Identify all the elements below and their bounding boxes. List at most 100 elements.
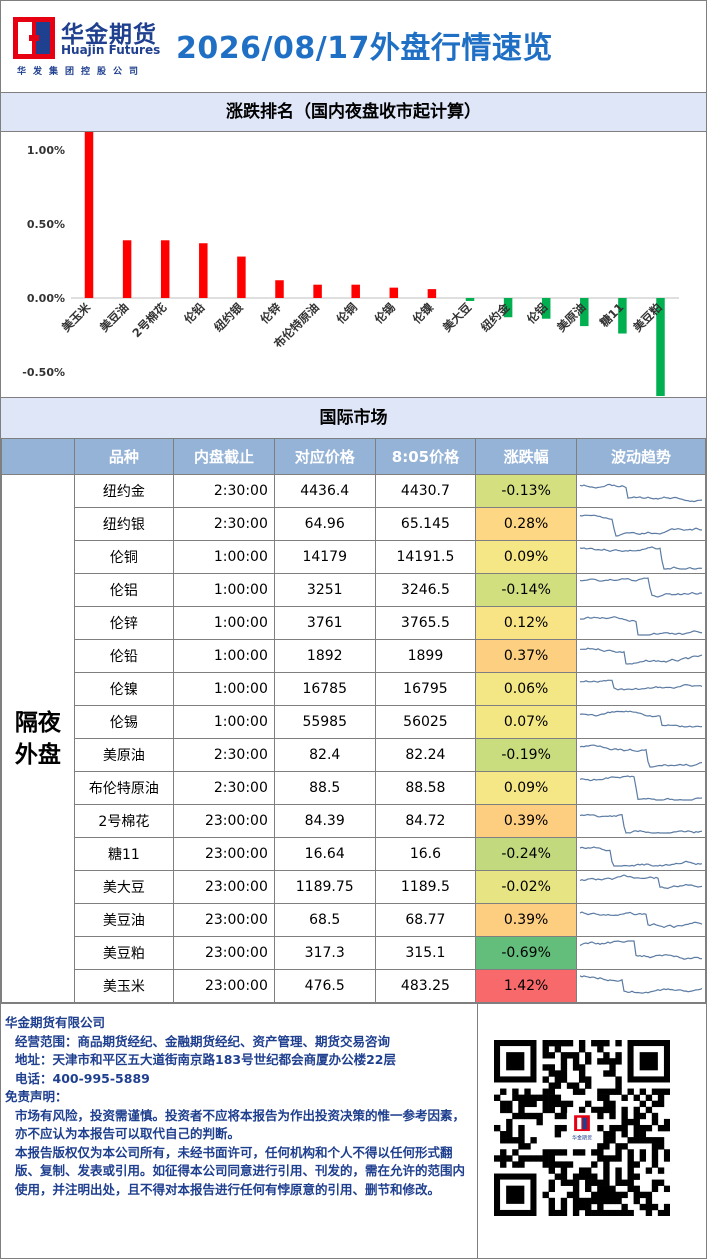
cell-ref-price: 476.5: [273, 969, 376, 1003]
cell-trend: [575, 870, 706, 904]
sparkline-path: [579, 483, 703, 503]
header-trend: 波动趋势: [575, 438, 706, 475]
bar: [351, 284, 360, 298]
cell-price: 315.1: [374, 936, 477, 970]
company-address: 地址：天津市和平区五大道街南京路183号世纪都会商厦办公楼22层: [15, 1052, 396, 1067]
sparkline-path: [579, 775, 702, 801]
header-blank: [1, 438, 75, 475]
sparkline: [579, 679, 703, 691]
sparkline: [579, 483, 703, 503]
cell-name: 伦铝: [73, 573, 175, 607]
sparkline: [579, 874, 703, 890]
cell-trend: [575, 903, 706, 937]
cell-change: -0.69%: [475, 936, 577, 970]
header-name: 品种: [73, 438, 175, 475]
cell-cutoff: 2:30:00: [173, 771, 275, 805]
bar: [541, 298, 551, 319]
cell-name: 纽约银: [73, 507, 175, 541]
sparkline: [579, 975, 703, 994]
table-row: 纽约银 2:30:00 64.96 65.145 0.28%: [2, 507, 706, 541]
cell-cutoff: 1:00:00: [173, 540, 275, 574]
huajin-logo-icon: [13, 17, 55, 59]
sparkline-path: [579, 975, 703, 994]
table-row: 美原油 2:30:00 82.4 82.24 -0.19%: [2, 738, 706, 772]
cell-name: 美原油: [73, 738, 175, 772]
cell-ref-price: 317.3: [273, 936, 376, 970]
cell-name: 美豆粕: [73, 936, 175, 970]
cell-ref-price: 1189.75: [273, 870, 376, 904]
header-change: 涨跌幅: [475, 438, 577, 475]
bar: [84, 87, 94, 298]
sparkline: [579, 616, 703, 636]
cell-cutoff: 23:00:00: [173, 804, 275, 838]
cell-price: 84.72: [374, 804, 477, 838]
table-row: 隔夜 外盘 纽约金 2:30:00 4436.4 4430.7 -0.13%: [1, 474, 706, 1003]
table-row: 伦铅 1:00:00 1892 1899 0.37%: [2, 639, 706, 673]
cell-price: 1189.5: [374, 870, 477, 904]
sparkline-path: [579, 577, 702, 598]
table-row: 美豆油 23:00:00 68.5 68.77 0.39%: [2, 903, 706, 937]
cell-name: 美豆油: [73, 903, 175, 937]
cell-price: 16795: [374, 672, 477, 706]
sparkline-path: [579, 616, 703, 636]
cell-price: 4430.7: [374, 474, 477, 508]
rank-bar-chart: 2.00%1.50%1.00%0.50%0.00%-0.50%-1.00%美玉米…: [22, 1, 679, 453]
category-label: 美豆油: [97, 300, 131, 334]
group-label-line2: 外盘: [14, 741, 61, 768]
cell-name: 伦锡: [73, 705, 175, 739]
sparkline: [579, 775, 702, 801]
intl-market-table: 品种 内盘截止 对应价格 8:05价格 涨跌幅 波动趋势 隔夜 外盘 纽约金 2:30…: [1, 438, 706, 1003]
cell-cutoff: 1:00:00: [173, 672, 275, 706]
table-row: 美玉米 23:00:00 476.5 483.25 1.42%: [2, 969, 706, 1003]
table-row: 布伦特原油 2:30:00 88.5 88.58 0.09%: [2, 771, 706, 805]
cell-change: 0.06%: [475, 672, 577, 706]
cell-ref-price: 84.39: [273, 804, 376, 838]
cell-cutoff: 23:00:00: [173, 837, 275, 871]
bar: [199, 243, 208, 298]
bar: [580, 298, 589, 327]
sparkline-path: [579, 911, 703, 929]
category-label: 纽约银: [211, 300, 246, 335]
cell-cutoff: 23:00:00: [173, 903, 275, 937]
cell-ref-price: 88.5: [273, 771, 376, 805]
cell-cutoff: 2:30:00: [173, 474, 275, 508]
y-tick-label: 0.00%: [27, 292, 65, 305]
cell-ref-price: 14179: [273, 540, 376, 574]
disclaimer-risk: 市场有风险，投资需谨慎。投资者不应将本报告为作出投资决策的惟一参考因素，亦不应认…: [15, 1107, 466, 1142]
brand-name-en: Huajin Futures: [61, 43, 161, 57]
group-label: 隔夜 外盘: [1, 474, 75, 1003]
cell-name: 伦镍: [73, 672, 175, 706]
cell-trend: [575, 474, 706, 508]
sparkline: [579, 710, 702, 728]
cell-change: 0.28%: [475, 507, 577, 541]
bar: [427, 289, 437, 298]
sparkline: [579, 940, 702, 960]
sparkline-path: [579, 514, 702, 537]
cell-change: 0.07%: [475, 705, 577, 739]
group-label-line1: 隔夜: [14, 709, 61, 736]
cell-price: 16.6: [374, 837, 477, 871]
cell-change: 0.12%: [475, 606, 577, 640]
sparkline-path: [579, 647, 703, 665]
bar: [618, 298, 627, 334]
bar: [656, 298, 665, 401]
header-price: 8:05价格: [374, 438, 477, 475]
cell-cutoff: 1:00:00: [173, 573, 275, 607]
table-row: 美大豆 23:00:00 1189.75 1189.5 -0.02%: [2, 870, 706, 904]
cell-trend: [575, 705, 706, 739]
bar: [465, 298, 475, 301]
category-label: 伦锌: [257, 300, 284, 327]
brand-subtitle: 华发集团控股公司: [17, 67, 146, 77]
cell-price: 14191.5: [374, 540, 477, 574]
cell-change: 0.37%: [475, 639, 577, 673]
sparkline-path: [579, 874, 703, 890]
table-row: 2号棉花 23:00:00 84.39 84.72 0.39%: [2, 804, 706, 838]
bar: [389, 287, 399, 298]
cell-price: 56025: [374, 705, 477, 739]
sparkline: [579, 813, 703, 834]
cell-trend: [575, 573, 706, 607]
company-phone: 电话：400-995-5889: [15, 1070, 150, 1086]
cell-trend: [575, 540, 706, 574]
table-row: 伦锡 1:00:00 55985 56025 0.07%: [2, 705, 706, 739]
cell-name: 美玉米: [73, 969, 175, 1003]
